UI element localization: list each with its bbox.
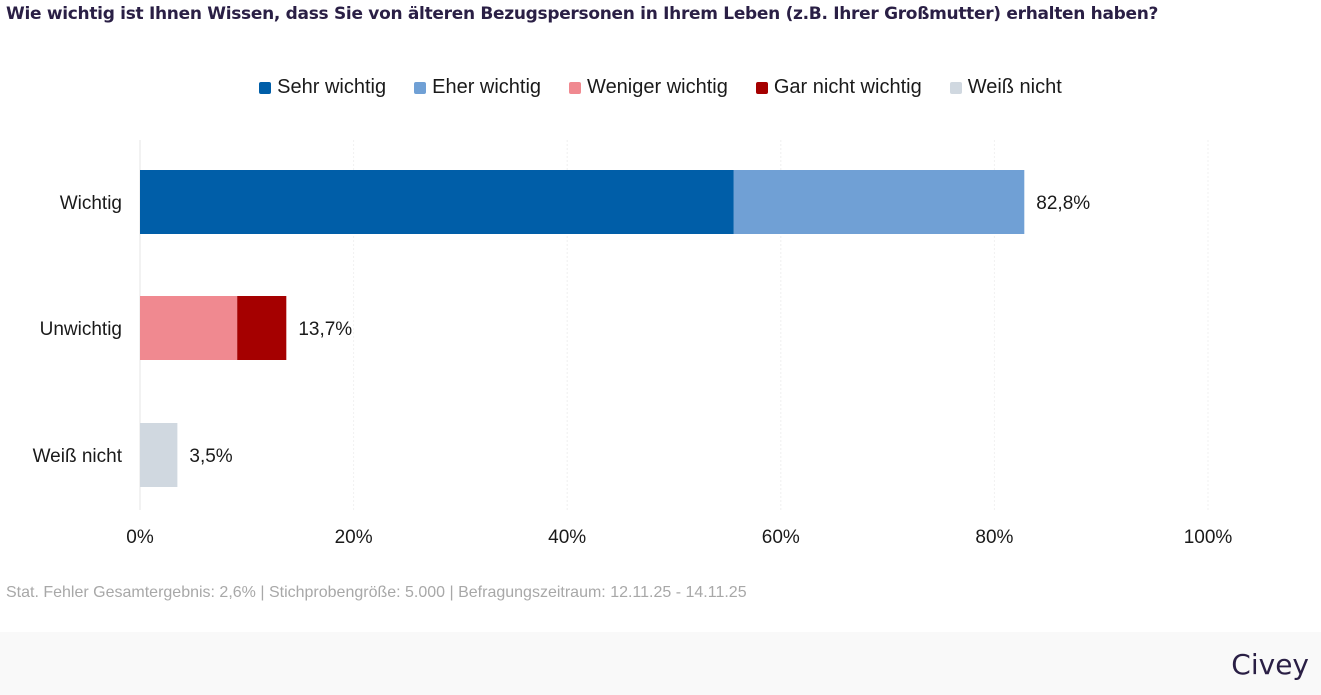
bar-segment — [140, 296, 238, 360]
bar-segment — [237, 296, 287, 360]
category-label: Weiß nicht — [33, 446, 123, 467]
bar-segment — [140, 423, 178, 487]
legend-swatch — [569, 81, 582, 94]
legend-swatch — [755, 81, 768, 94]
legend-item[interactable]: Weniger wichtig — [569, 76, 728, 99]
category-label: Unwichtig — [40, 319, 122, 340]
bar-chart: 0% 20% 40% 60% 80% 100% Wichtig 82,8% Unwichtig 1… — [33, 140, 1233, 548]
x-tick-label: 40% — [548, 527, 586, 548]
bar-segment — [733, 170, 1025, 234]
category-label: Wichtig — [60, 193, 122, 214]
legend-label: Weniger wichtig — [587, 76, 728, 98]
legend-item[interactable]: Weiß nicht — [949, 76, 1062, 99]
footer-note: Stat. Fehler Gesamtergebnis: 2,6% | Stic… — [6, 584, 747, 601]
x-tick-label: 80% — [975, 527, 1013, 548]
total-label: 13,7% — [298, 319, 352, 340]
legend-label: Gar nicht wichtig — [773, 76, 922, 98]
legend-label: Weiß nicht — [967, 76, 1062, 98]
legend-item[interactable]: Eher wichtig — [414, 76, 541, 99]
bar-segment — [140, 170, 734, 234]
legend: Sehr wichtig Eher wichtig Weniger wichtig G… — [0, 76, 1321, 99]
legend-swatch — [949, 81, 962, 94]
legend-swatch — [259, 81, 272, 94]
legend-label: Eher wichtig — [432, 76, 542, 98]
footer-band — [0, 632, 1321, 695]
x-tick-label: 100% — [1184, 527, 1233, 548]
legend-item[interactable]: Gar nicht wichtig — [755, 76, 922, 99]
legend-label: Sehr wichtig — [277, 76, 387, 98]
total-label: 3,5% — [189, 446, 232, 467]
chart-title: Wie wichtig ist Ihnen Wissen, dass Sie v… — [6, 4, 1159, 24]
x-tick-label: 60% — [762, 527, 800, 548]
x-tick-label: 20% — [335, 527, 373, 548]
x-tick-label: 0% — [126, 527, 154, 548]
brand-logo: Civey — [1231, 648, 1309, 681]
legend-item[interactable]: Sehr wichtig — [259, 76, 386, 99]
legend-swatch — [414, 81, 427, 94]
total-label: 82,8% — [1036, 193, 1090, 214]
